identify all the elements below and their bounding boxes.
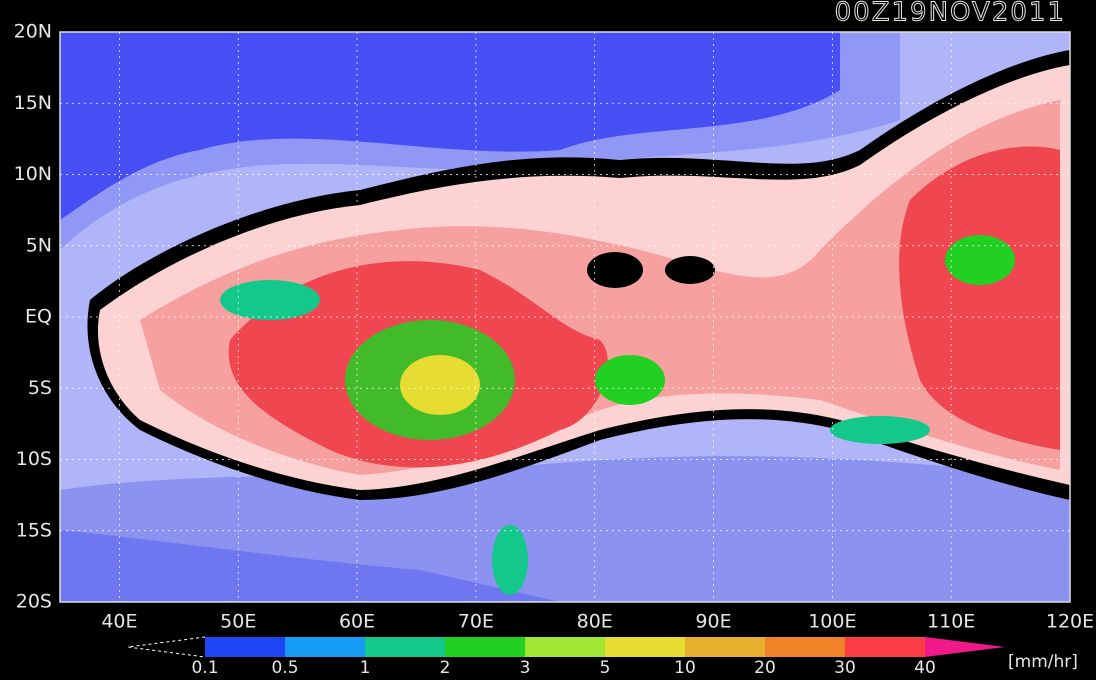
colorbar-label: 0.1 [191, 658, 218, 678]
lon-label: 40E [101, 611, 137, 633]
colorbar-label: 1 [360, 658, 371, 678]
colorbar-segment [525, 637, 605, 657]
colorbar-label: 10 [674, 658, 696, 678]
lon-label: 100E [808, 611, 856, 633]
lat-label: 15S [16, 519, 52, 541]
colorbar-segment [765, 637, 845, 657]
lat-label: EQ [25, 306, 52, 328]
lon-label: 90E [695, 611, 731, 633]
colorbar-segment [365, 637, 445, 657]
colorbar-label: 0.5 [271, 658, 298, 678]
colorbar-segment [445, 637, 525, 657]
colorbar-segment [685, 637, 765, 657]
lat-label: 10N [14, 163, 52, 185]
colorbar-segment [845, 637, 925, 657]
lat-label: 20S [16, 591, 52, 613]
lon-label: 120E [1046, 611, 1094, 633]
colorbar-over [925, 637, 1005, 657]
colorbar-label: 40 [914, 658, 936, 678]
colorbar-label: 5 [600, 658, 611, 678]
lon-label: 60E [339, 611, 375, 633]
colorbar-segment [285, 637, 365, 657]
colorbar-label: 20 [754, 658, 776, 678]
lat-label: 10S [16, 448, 52, 470]
lon-label: 70E [458, 611, 494, 633]
colorbar-label: 3 [520, 658, 531, 678]
lat-label: 5S [28, 377, 52, 399]
lat-label: 20N [14, 21, 52, 43]
map-title: 00Z19NOV2011 [835, 0, 1066, 28]
colorbar-segment [205, 637, 285, 657]
colorbar-under [127, 636, 206, 658]
colorbar-unit: [mm/hr] [1008, 652, 1078, 672]
colorbar-label: 2 [440, 658, 451, 678]
lon-label: 80E [577, 611, 613, 633]
lon-label: 110E [927, 611, 975, 633]
lon-label: 50E [220, 611, 256, 633]
colorbar-segment [605, 637, 685, 657]
lat-label: 15N [14, 92, 52, 114]
colorbar-label: 30 [834, 658, 856, 678]
lat-label: 5N [26, 234, 52, 256]
